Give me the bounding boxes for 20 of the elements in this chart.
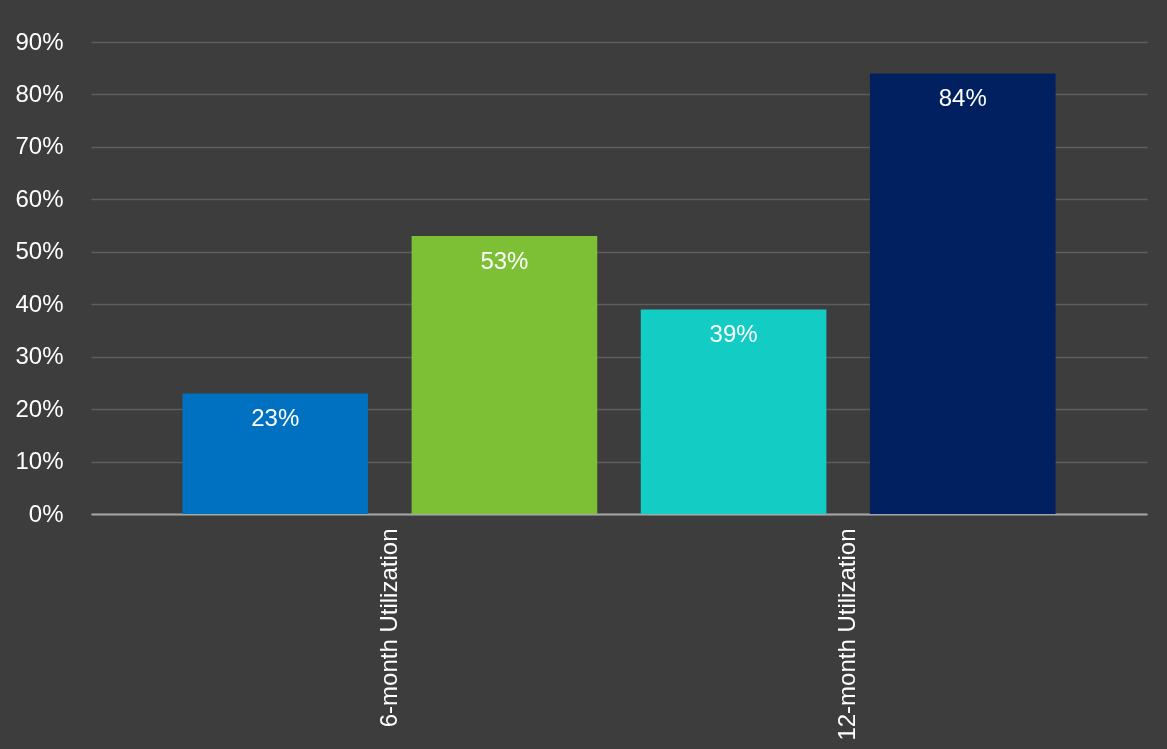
data-label: 39% xyxy=(709,320,758,348)
y-tick-label: 50% xyxy=(15,237,64,265)
bar xyxy=(869,73,1056,514)
x-tick-label: 12-month Utilization xyxy=(833,528,861,741)
y-tick-label: 80% xyxy=(15,79,64,107)
data-label: 23% xyxy=(251,404,300,432)
y-tick-label: 40% xyxy=(15,289,64,317)
y-tick-label: 20% xyxy=(15,394,64,422)
data-label: 84% xyxy=(938,84,987,112)
y-tick-label: 90% xyxy=(15,27,64,55)
y-tick-label: 70% xyxy=(15,132,64,160)
bar xyxy=(411,236,598,514)
y-tick-label: 10% xyxy=(15,447,64,475)
x-tick-label: 6-month Utilization xyxy=(374,528,402,728)
bar xyxy=(182,393,369,514)
data-label: 53% xyxy=(480,247,529,275)
y-tick-label: 0% xyxy=(28,499,64,527)
bar xyxy=(640,309,827,514)
y-tick-label: 60% xyxy=(15,184,64,212)
y-tick-label: 30% xyxy=(15,342,64,370)
